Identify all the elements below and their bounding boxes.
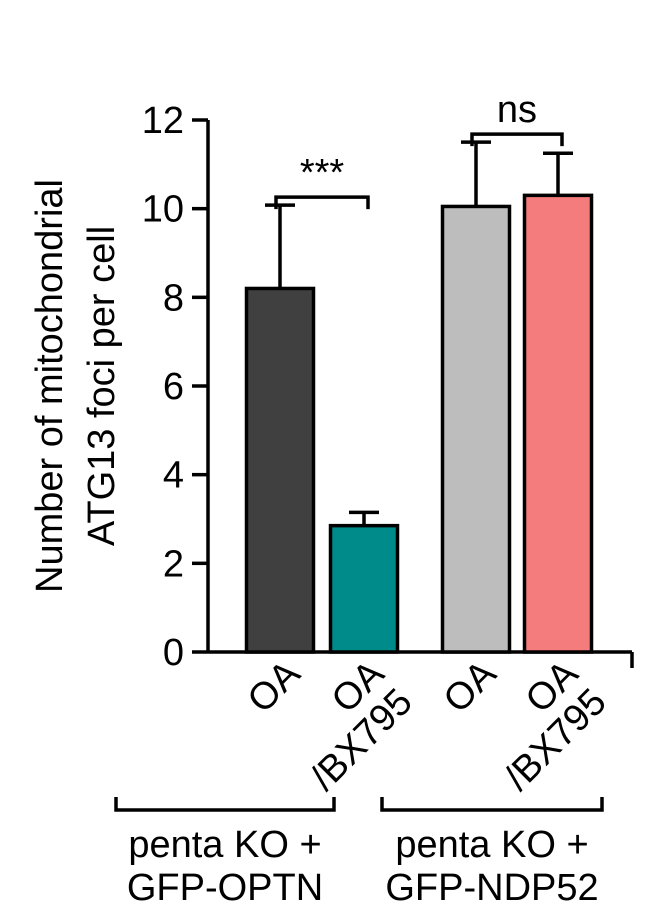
category-label-line: OA bbox=[436, 652, 505, 721]
category-label: OA bbox=[436, 652, 505, 721]
significance-label: *** bbox=[300, 152, 345, 194]
significance-bracket bbox=[274, 195, 370, 210]
y-axis-title-line: Number of mitochondrial bbox=[29, 179, 71, 593]
y-tick-label: 2 bbox=[163, 543, 184, 585]
group-label: penta KO + bbox=[128, 824, 321, 866]
y-axis-title: Number of mitochondrial ATG13 foci per ce… bbox=[29, 179, 123, 593]
bar bbox=[440, 204, 512, 654]
significance-label: ns bbox=[497, 89, 537, 131]
y-tick-label: 12 bbox=[142, 100, 184, 142]
group-label: GFP-OPTN bbox=[127, 867, 323, 909]
significance-bracket bbox=[470, 132, 564, 147]
category-label-line: OA bbox=[240, 652, 309, 721]
bar bbox=[244, 286, 316, 654]
significance-brackets: *** ns bbox=[274, 89, 564, 210]
y-tick-label: 0 bbox=[163, 632, 184, 674]
group-bracket bbox=[380, 797, 604, 812]
y-tick-label: 8 bbox=[163, 277, 184, 319]
bar bbox=[522, 193, 594, 654]
group-label: penta KO + bbox=[395, 824, 588, 866]
y-tick-label: 4 bbox=[163, 455, 184, 497]
y-axis: 0 2 4 6 8 10 12 bbox=[142, 100, 210, 674]
y-tick-label: 6 bbox=[163, 366, 184, 408]
category-labels: OA OA/BX795 OA OA/BX795 bbox=[240, 652, 615, 799]
y-axis-title-line: ATG13 foci per cell bbox=[81, 226, 123, 546]
bar bbox=[328, 523, 400, 654]
group-label: GFP-NDP52 bbox=[385, 867, 598, 909]
y-tick-label: 10 bbox=[142, 189, 184, 231]
error-bars bbox=[265, 140, 573, 526]
group-bracket bbox=[114, 797, 336, 812]
bars bbox=[244, 193, 594, 654]
category-label: OA bbox=[240, 652, 309, 721]
